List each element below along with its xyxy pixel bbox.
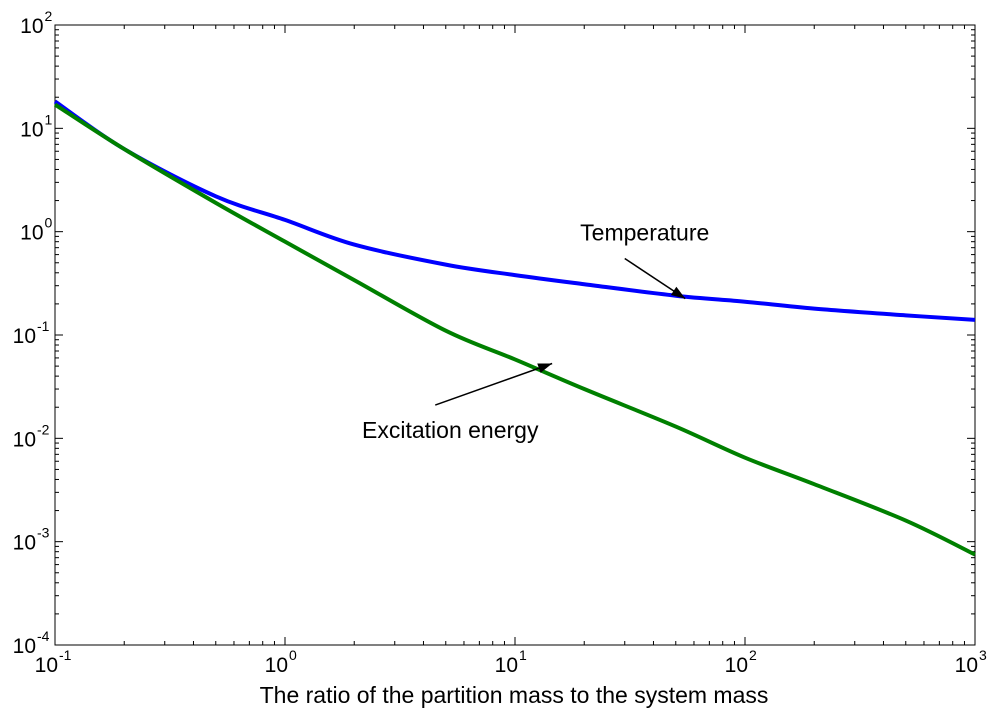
y-tick-label: 10 -2 <box>13 421 50 451</box>
annotation-arrow-shaft <box>434 362 553 406</box>
x-tick-label: 10 0 <box>265 647 297 677</box>
x-tick-label: 10 2 <box>725 647 757 677</box>
annotation-label: Temperature <box>580 219 709 245</box>
excitation-energy-annotation: Excitation energy <box>362 362 553 443</box>
y-tick-base: 10 <box>13 428 36 451</box>
y-tick-base: 10 <box>13 635 36 658</box>
x-tick-base: 10 <box>265 654 288 677</box>
x-tick-exponent: 1 <box>519 647 527 663</box>
y-tick-exponent: -3 <box>37 525 50 541</box>
axes <box>54 24 976 646</box>
x-tick-base: 10 <box>955 654 978 677</box>
plot-frame <box>54 24 976 646</box>
y-tick-exponent: -4 <box>37 628 50 644</box>
y-tick-label: 10 0 <box>20 215 52 245</box>
temperature-line <box>53 99 976 322</box>
y-tick-base: 10 <box>13 325 36 348</box>
x-tick-base: 10 <box>725 654 748 677</box>
x-tick-base: 10 <box>495 654 518 677</box>
y-tick-label: 10 1 <box>20 111 52 141</box>
x-tick-exponent: 3 <box>979 647 987 663</box>
x-tick-exponent: 0 <box>289 647 297 663</box>
tick-labels: 10 -1 10 0 10 1 10 2 10 310 -410 -310 -210 -110 010 110… <box>13 8 987 677</box>
y-tick-label: 10 2 <box>20 8 52 38</box>
x-tick-exponent: -1 <box>59 647 72 663</box>
y-tick-base: 10 <box>20 15 43 38</box>
y-tick-base: 10 <box>13 532 36 555</box>
x-tick-label: 10 -1 <box>35 647 72 677</box>
y-tick-label: 10 -4 <box>13 628 50 658</box>
temperature-annotation: Temperature <box>580 219 709 300</box>
x-tick-exponent: 2 <box>749 647 757 663</box>
y-tick-exponent: -2 <box>37 421 50 437</box>
series-lines <box>53 99 976 557</box>
y-tick-exponent: 2 <box>45 8 53 24</box>
y-tick-base: 10 <box>20 118 43 141</box>
y-tick-exponent: 1 <box>45 111 53 127</box>
y-tick-exponent: 0 <box>45 215 53 231</box>
y-tick-base: 10 <box>20 222 43 245</box>
x-tick-label: 10 1 <box>495 647 527 677</box>
excitation-energy-line <box>53 102 976 557</box>
y-tick-label: 10 -1 <box>13 318 50 348</box>
annotation-label: Excitation energy <box>362 417 539 443</box>
annotations: Temperature Excitation energy <box>362 219 709 443</box>
y-tick-label: 10 -3 <box>13 525 50 555</box>
x-tick-label: 10 3 <box>955 647 987 677</box>
annotation-arrow-head <box>537 363 553 373</box>
annotation-arrow-head <box>670 286 686 299</box>
x-tick-base: 10 <box>35 654 58 677</box>
x-axis-label: The ratio of the partition mass to the s… <box>260 682 769 708</box>
y-tick-exponent: -1 <box>37 318 50 334</box>
